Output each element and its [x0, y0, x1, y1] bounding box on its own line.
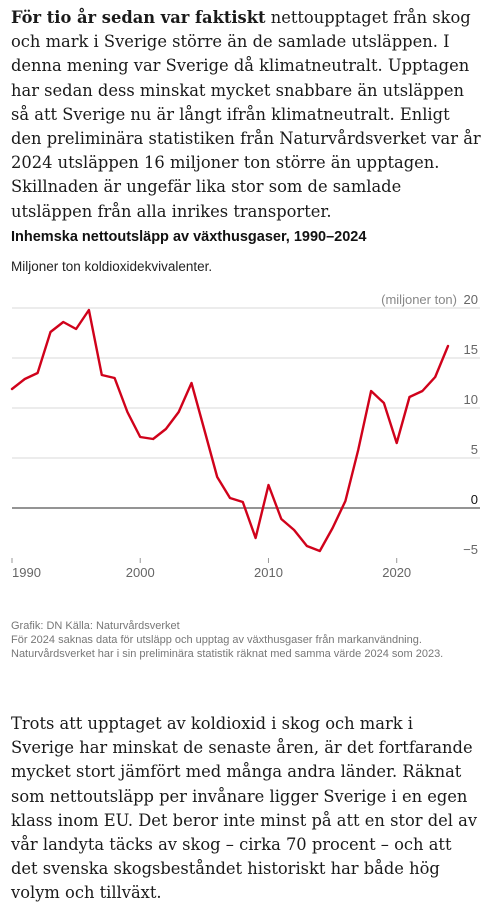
y-tick-label: 0: [471, 492, 478, 507]
x-tick-label: 2000: [126, 565, 155, 580]
chart-subtitle: Miljoner ton koldioxidekvivalenter.: [11, 259, 213, 274]
article-paragraph-1: För tio år sedan var faktiskt nettouppta…: [11, 6, 481, 224]
series-line: [10, 308, 450, 553]
line-chart: 20 15 10 5 0 −5 1990 2000 2010 2020 (miljoner to…: [10, 292, 480, 580]
article-paragraph-2: Trots att upptaget av koldioxid i skog o…: [11, 714, 478, 903]
y-tick-label: 20: [464, 292, 478, 307]
paragraph-lead: För tio år sedan var faktiskt: [11, 8, 266, 27]
y-tick-label: −5: [463, 542, 478, 557]
paragraph-body: nettoupptaget från skog och mark i Sveri…: [11, 8, 481, 221]
unit-label: (miljoner ton): [381, 292, 457, 307]
chart-source: Grafik: DN Källa: Naturvårdsverket: [11, 620, 180, 632]
x-tick-label: 1990: [12, 565, 41, 580]
x-tick-label: 2010: [254, 565, 283, 580]
x-tick-label: 2020: [382, 565, 411, 580]
y-tick-label: 10: [464, 392, 478, 407]
y-tick-label: 15: [464, 342, 478, 357]
chart-title: Inhemska nettoutsläpp av växthusgaser, 1…: [11, 229, 367, 245]
y-tick-label: 5: [471, 442, 478, 457]
chart-note: För 2024 saknas data för utsläpp och upp…: [11, 634, 444, 660]
